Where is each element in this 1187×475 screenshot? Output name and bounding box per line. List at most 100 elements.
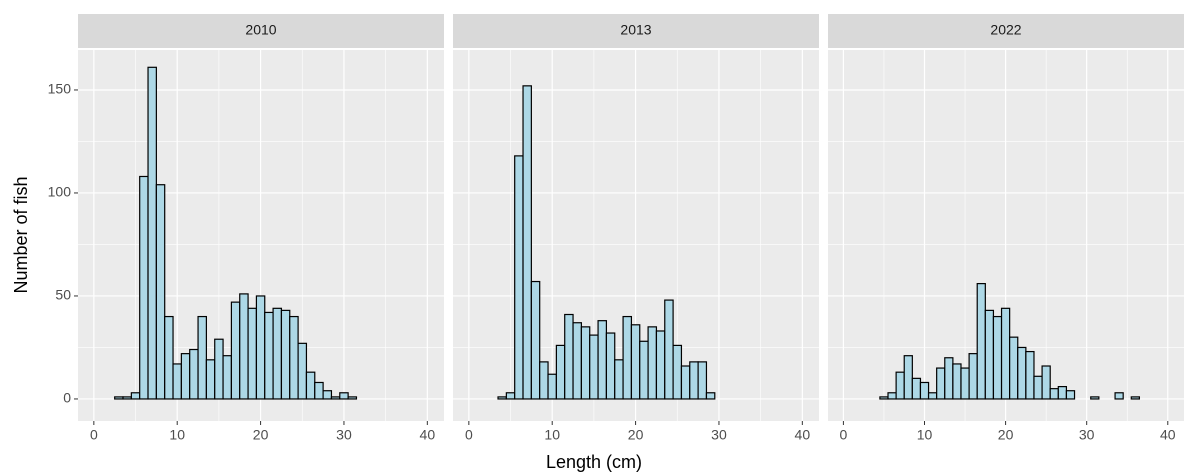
bar	[984, 309, 995, 400]
bar	[114, 396, 124, 400]
bar	[522, 85, 532, 400]
bar	[680, 365, 691, 400]
bar	[614, 359, 624, 400]
bar	[572, 322, 582, 400]
x-tick-label: 0	[840, 427, 848, 443]
bar	[605, 332, 616, 400]
bar	[927, 392, 938, 400]
bar	[139, 175, 149, 400]
bar	[130, 392, 141, 400]
y-axis-title: Number of fish	[11, 176, 31, 293]
bar	[705, 392, 716, 400]
bar	[514, 155, 524, 400]
bar	[1065, 390, 1076, 400]
bar	[1025, 350, 1035, 400]
bar	[539, 361, 549, 400]
bar	[992, 315, 1003, 400]
bar	[697, 361, 708, 400]
bar	[147, 66, 157, 400]
bar	[879, 396, 889, 400]
bar	[214, 338, 224, 400]
bar	[1033, 375, 1043, 400]
bar	[272, 307, 283, 400]
x-tick-label: 30	[1079, 427, 1095, 443]
y-tick-label: 0	[63, 390, 71, 406]
bar	[347, 396, 358, 400]
bar	[264, 311, 274, 400]
bar	[305, 371, 316, 400]
bar	[205, 359, 216, 400]
bar	[172, 363, 182, 400]
bar	[589, 334, 599, 400]
bar	[968, 353, 978, 400]
bar	[1114, 392, 1124, 400]
strip-label: 2013	[620, 22, 651, 38]
bar	[255, 295, 266, 400]
x-tick-label: 40	[420, 427, 436, 443]
bar	[1130, 396, 1140, 400]
bar	[1009, 336, 1019, 400]
bar	[339, 392, 349, 400]
x-tick-label: 10	[169, 427, 185, 443]
x-tick-label: 0	[465, 427, 473, 443]
bar	[497, 396, 507, 400]
x-tick-label: 40	[1160, 427, 1176, 443]
bar	[903, 355, 913, 400]
bar	[189, 348, 199, 400]
bar	[222, 355, 233, 400]
bar	[1041, 365, 1051, 400]
bar	[164, 315, 174, 400]
x-tick-label: 40	[795, 427, 811, 443]
x-tick-label: 10	[917, 427, 933, 443]
y-tick-label: 50	[55, 287, 71, 303]
bar	[1000, 307, 1011, 400]
bar	[887, 392, 897, 400]
x-tick-label: 0	[90, 427, 98, 443]
bar	[1049, 388, 1059, 400]
bar	[280, 309, 291, 400]
bar	[622, 315, 633, 400]
bar	[664, 299, 674, 400]
bar	[322, 390, 333, 400]
bar	[564, 313, 574, 400]
bar	[530, 280, 541, 400]
bar	[297, 342, 308, 400]
x-tick-label: 30	[336, 427, 352, 443]
x-axis-title: Length (cm)	[546, 452, 642, 472]
bar	[580, 326, 591, 400]
bar	[289, 315, 299, 400]
y-tick-label: 150	[48, 81, 72, 97]
bar	[597, 320, 608, 400]
bar	[647, 326, 658, 400]
strip-background	[453, 14, 819, 48]
bar	[239, 293, 249, 400]
strip-background	[78, 14, 444, 48]
bar	[330, 396, 341, 400]
bar	[505, 392, 516, 400]
bar	[314, 381, 324, 400]
bar	[639, 340, 649, 400]
bar	[1090, 396, 1100, 400]
bar	[936, 367, 946, 400]
x-tick-label: 20	[253, 427, 269, 443]
bar	[1057, 385, 1068, 400]
bar	[960, 367, 970, 400]
bar	[1017, 346, 1027, 400]
x-tick-label: 20	[998, 427, 1014, 443]
strip-label: 2010	[245, 22, 276, 38]
strip-background	[828, 14, 1184, 48]
bar	[555, 344, 566, 400]
bar	[895, 371, 905, 400]
bar	[630, 324, 641, 400]
x-tick-label: 30	[711, 427, 727, 443]
bar	[911, 377, 922, 400]
bar	[689, 361, 699, 400]
y-tick-label: 100	[48, 184, 72, 200]
bar	[672, 344, 683, 400]
bar	[547, 373, 557, 400]
bar	[247, 307, 258, 400]
strip-label: 2022	[990, 22, 1021, 38]
bar	[122, 396, 132, 400]
x-tick-label: 20	[628, 427, 644, 443]
